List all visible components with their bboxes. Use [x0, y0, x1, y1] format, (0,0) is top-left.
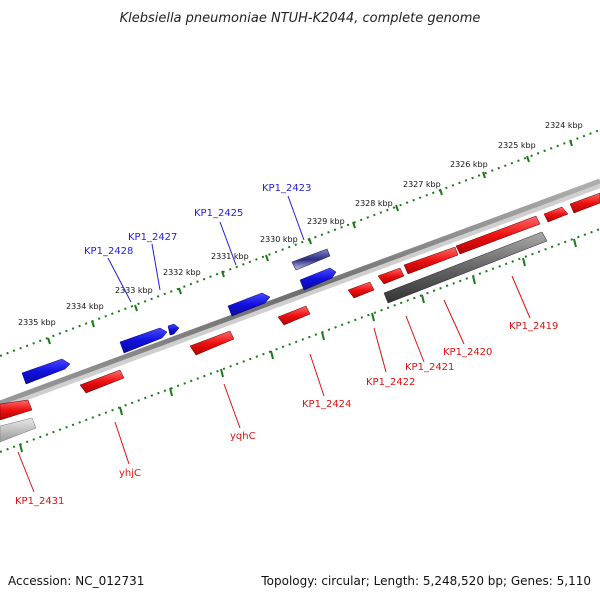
- genome-backbone-shadow: [0, 180, 600, 410]
- ruler-label-2332: 2332 kbp: [163, 268, 201, 277]
- leader-kp1-2421: [405, 315, 425, 363]
- label-kp1-2419[interactable]: KP1_2419: [509, 321, 558, 332]
- gene-left-plus[interactable]: [21, 358, 71, 385]
- gene-kp1-2419-pseudo[interactable]: [383, 231, 548, 304]
- outer-ruler-line: [0, 129, 600, 357]
- ruler-label-2327: 2327 kbp: [403, 180, 441, 189]
- genome-summary-text: Topology: circular; Length: 5,248,520 bp…: [260, 574, 591, 588]
- gene-kp1-2423-track[interactable]: [291, 248, 331, 271]
- label-yhjc[interactable]: yhjC: [119, 468, 141, 479]
- gene-yhjc[interactable]: [79, 369, 125, 394]
- label-kp1-2423[interactable]: KP1_2423: [262, 183, 311, 194]
- gene-kp1-2418[interactable]: [543, 206, 569, 223]
- gene-kp1-2428[interactable]: [119, 327, 168, 354]
- gene-kp1-2417[interactable]: [569, 192, 600, 214]
- gene-kp1-2431-pseudo[interactable]: [0, 417, 37, 443]
- label-leaders: [17, 195, 531, 493]
- gene-kp1-2431[interactable]: [0, 399, 33, 421]
- label-kp1-2420[interactable]: KP1_2420: [443, 347, 492, 358]
- leader-kp1-2427: [151, 243, 161, 291]
- leader-kp1-2425: [219, 221, 237, 266]
- gene-kp1-2422[interactable]: [347, 281, 375, 299]
- plus-strand-genes: [21, 248, 337, 385]
- label-kp1-2431[interactable]: KP1_2431: [15, 496, 64, 507]
- inner-ruler-ticks: [19, 238, 577, 453]
- ruler-label-2324: 2324 kbp: [545, 121, 583, 130]
- minus-strand-genes: [0, 192, 600, 443]
- label-kp1-2425[interactable]: KP1_2425: [194, 208, 243, 219]
- ruler-label-2331: 2331 kbp: [211, 252, 249, 261]
- leader-kp1-2422: [373, 327, 387, 373]
- gene-kp1-2423[interactable]: [299, 267, 337, 291]
- ruler-label-2329: 2329 kbp: [307, 217, 345, 226]
- gene-kp1-2420[interactable]: [403, 246, 459, 275]
- gene-kp1-2419[interactable]: [455, 215, 541, 255]
- label-yqhc[interactable]: yqhC: [230, 431, 256, 442]
- leader-kp1-2423: [287, 195, 305, 241]
- leader-yhjc: [114, 421, 130, 465]
- label-kp1-2424[interactable]: KP1_2424: [302, 399, 351, 410]
- leader-kp1-2420: [443, 299, 465, 345]
- label-kp1-2421[interactable]: KP1_2421: [405, 362, 454, 373]
- ruler-label-2335: 2335 kbp: [18, 318, 56, 327]
- ruler-label-2328: 2328 kbp: [355, 199, 393, 208]
- outer-ruler-ticks: [47, 139, 573, 345]
- label-kp1-2422[interactable]: KP1_2422: [366, 377, 415, 388]
- gene-yqhc[interactable]: [189, 330, 235, 356]
- leader-yqhc: [223, 383, 241, 429]
- leader-kp1-2431: [17, 451, 35, 493]
- gene-kp1-2424[interactable]: [277, 305, 311, 326]
- gene-kp1-2421[interactable]: [377, 267, 405, 285]
- map-title: Klebsiella pneumoniae NTUH-K2044, comple…: [120, 11, 481, 26]
- label-kp1-2427[interactable]: KP1_2427: [128, 232, 177, 243]
- leader-kp1-2428: [107, 257, 132, 303]
- accession-text: Accession: NC_012731: [8, 574, 144, 588]
- ruler-label-2334: 2334 kbp: [66, 302, 104, 311]
- gene-labels: KP1_2423 KP1_2425 KP1_2427 KP1_2428 KP1_…: [15, 183, 558, 507]
- leader-kp1-2424: [309, 353, 325, 397]
- genome-backbone: [0, 178, 600, 406]
- inner-ruler-line: [0, 228, 600, 453]
- ruler-label-2325: 2325 kbp: [498, 141, 536, 150]
- ruler-label-2333: 2333 kbp: [115, 286, 153, 295]
- ruler-label-2330: 2330 kbp: [260, 235, 298, 244]
- label-kp1-2428[interactable]: KP1_2428: [84, 246, 133, 257]
- ruler-labels: 2324 kbp 2325 kbp 2326 kbp 2327 kbp 2328…: [18, 121, 583, 327]
- gene-kp1-2427[interactable]: [167, 323, 180, 336]
- leader-kp1-2419: [511, 275, 531, 319]
- gene-kp1-2425[interactable]: [227, 292, 271, 317]
- ruler-label-2326: 2326 kbp: [450, 160, 488, 169]
